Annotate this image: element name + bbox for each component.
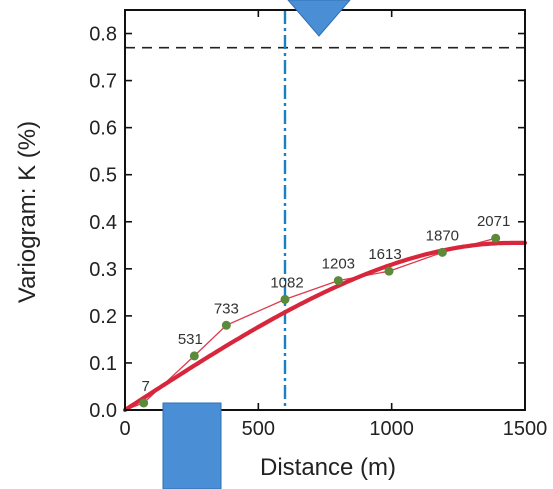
point-pair-count-label: 2071	[477, 213, 510, 230]
point-pair-count-label: 1613	[368, 246, 401, 263]
point-pair-count-label: 531	[178, 331, 203, 348]
point-pair-count-label: 1082	[270, 274, 303, 291]
y-tick-label: 0.6	[89, 118, 117, 140]
x-tick-label: 1000	[369, 418, 414, 440]
x-axis-label: Distance (m)	[260, 454, 396, 481]
x-tick-label: 0	[119, 418, 130, 440]
y-tick-label: 0.0	[89, 400, 117, 422]
y-tick-label: 0.7	[89, 71, 117, 93]
point-pair-count-label: 733	[214, 300, 239, 317]
bottom-rectangle-marker	[162, 402, 222, 489]
data-point	[437, 247, 447, 257]
data-point	[189, 351, 199, 361]
y-tick-label: 0.3	[89, 259, 117, 281]
data-point	[491, 233, 501, 243]
point-pair-count-label: 7	[141, 378, 149, 395]
x-tick-label: 1500	[503, 418, 548, 440]
y-tick-label: 0.2	[89, 306, 117, 328]
y-tick-label: 0.5	[89, 165, 117, 187]
y-tick-label: 0.4	[89, 212, 117, 234]
data-point	[221, 320, 231, 330]
plot-area: 7 531 733 1082 1203 1613 1870 2071 0.0 0.1 0.2 0.3 0…	[89, 9, 548, 440]
data-point	[333, 276, 343, 286]
x-tick-label: 500	[242, 418, 275, 440]
point-pair-count-label: 1870	[426, 227, 459, 244]
plot-frame	[124, 9, 526, 411]
data-point	[139, 398, 149, 408]
y-tick-label: 0.1	[89, 353, 117, 375]
overlay-markers	[162, 0, 351, 489]
y-tick-label: 0.8	[89, 24, 117, 46]
top-triangle-marker	[287, 0, 351, 37]
data-point	[280, 294, 290, 304]
y-axis-label: Variogram: K (%)	[14, 121, 41, 303]
data-point	[384, 266, 394, 276]
experimental-line	[124, 237, 496, 411]
point-pair-count-label: 1203	[322, 256, 355, 273]
